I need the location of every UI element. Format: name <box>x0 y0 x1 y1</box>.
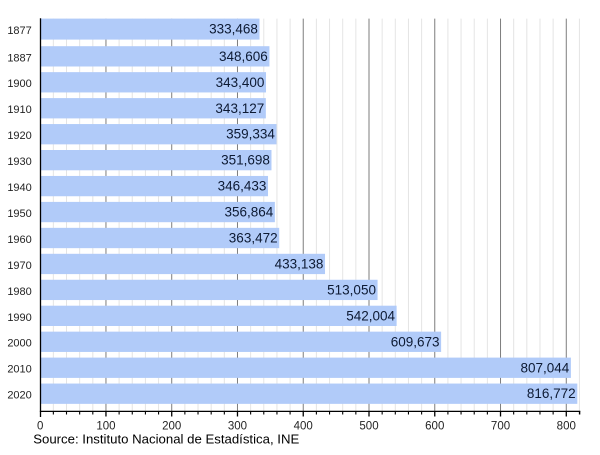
svg-text:1940: 1940 <box>7 182 31 194</box>
svg-text:400: 400 <box>294 420 313 432</box>
svg-text:351,698: 351,698 <box>221 153 270 168</box>
svg-text:346,433: 346,433 <box>218 179 267 194</box>
svg-text:1950: 1950 <box>7 208 31 220</box>
svg-text:1910: 1910 <box>7 104 31 116</box>
svg-text:100: 100 <box>96 420 115 432</box>
svg-text:2000: 2000 <box>7 338 31 350</box>
svg-text:200: 200 <box>162 420 181 432</box>
svg-text:363,472: 363,472 <box>229 231 278 246</box>
svg-text:1920: 1920 <box>7 130 31 142</box>
svg-text:500: 500 <box>359 420 378 432</box>
svg-text:816,772: 816,772 <box>527 386 576 401</box>
svg-text:1970: 1970 <box>7 260 31 272</box>
svg-text:513,050: 513,050 <box>327 282 376 297</box>
svg-text:2010: 2010 <box>7 364 31 376</box>
svg-text:1930: 1930 <box>7 156 31 168</box>
svg-text:433,138: 433,138 <box>275 256 324 271</box>
svg-text:1877: 1877 <box>7 25 31 37</box>
svg-text:300: 300 <box>228 420 247 432</box>
svg-text:542,004: 542,004 <box>346 308 395 323</box>
svg-text:0: 0 <box>37 420 43 432</box>
svg-text:333,468: 333,468 <box>209 22 258 37</box>
svg-text:1960: 1960 <box>7 234 31 246</box>
svg-text:359,334: 359,334 <box>226 127 275 142</box>
svg-text:356,864: 356,864 <box>224 205 273 220</box>
svg-text:800: 800 <box>557 420 576 432</box>
svg-text:1900: 1900 <box>7 78 31 90</box>
svg-text:2020: 2020 <box>7 390 31 402</box>
svg-text:348,606: 348,606 <box>219 49 268 64</box>
svg-text:343,400: 343,400 <box>216 75 265 90</box>
svg-text:1990: 1990 <box>7 312 31 324</box>
svg-text:Source: Instituto Nacional de: Source: Instituto Nacional de Estadístic… <box>33 432 299 447</box>
svg-text:609,673: 609,673 <box>391 334 440 349</box>
svg-text:1887: 1887 <box>7 52 31 64</box>
svg-text:700: 700 <box>491 420 510 432</box>
svg-text:1980: 1980 <box>7 286 31 298</box>
svg-text:600: 600 <box>425 420 444 432</box>
svg-text:807,044: 807,044 <box>520 360 569 375</box>
svg-text:343,127: 343,127 <box>215 101 264 116</box>
